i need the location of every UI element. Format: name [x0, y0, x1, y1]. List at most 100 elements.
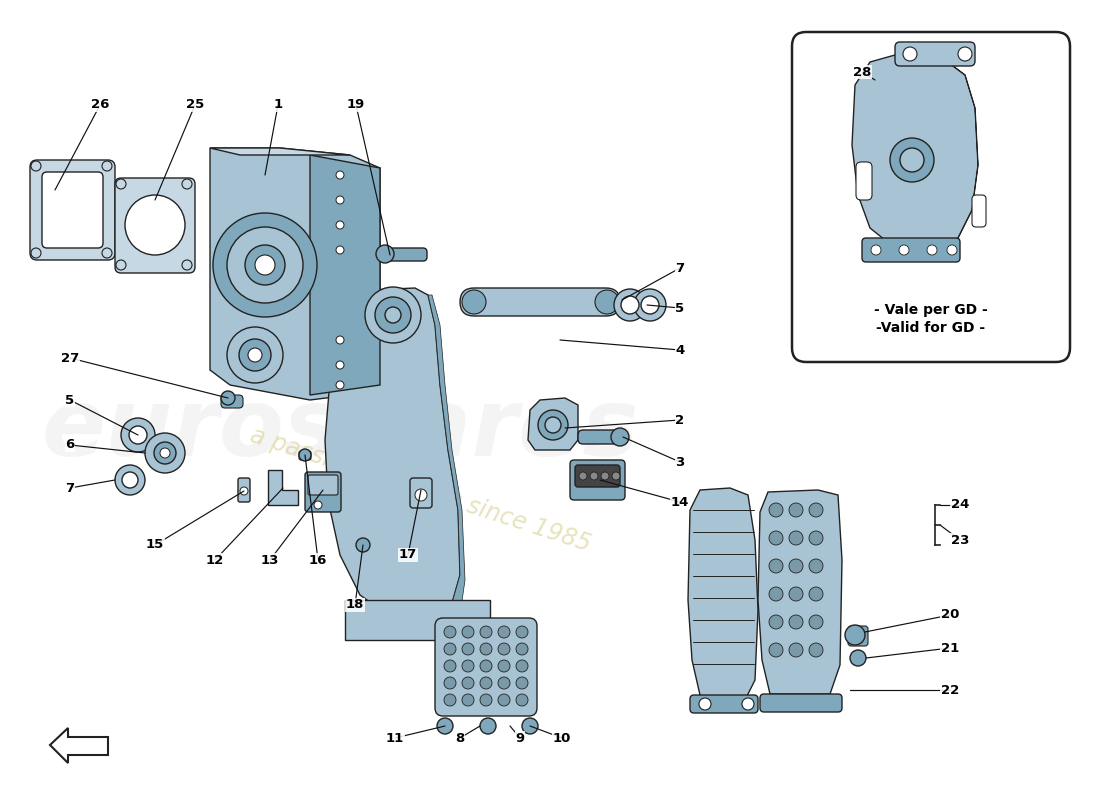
FancyBboxPatch shape: [690, 695, 758, 713]
Circle shape: [336, 336, 344, 344]
Polygon shape: [852, 55, 978, 252]
Circle shape: [437, 718, 453, 734]
Circle shape: [462, 643, 474, 655]
Text: 4: 4: [675, 343, 684, 357]
Circle shape: [116, 465, 145, 495]
Circle shape: [769, 503, 783, 517]
Polygon shape: [310, 155, 380, 395]
Circle shape: [116, 179, 127, 189]
Circle shape: [116, 260, 127, 270]
Circle shape: [31, 161, 41, 171]
Text: 2: 2: [675, 414, 684, 426]
Text: 9: 9: [516, 731, 525, 745]
Text: 17: 17: [399, 549, 417, 562]
FancyBboxPatch shape: [792, 32, 1070, 362]
Text: 20: 20: [940, 609, 959, 622]
Circle shape: [544, 417, 561, 433]
Circle shape: [227, 327, 283, 383]
Circle shape: [122, 472, 138, 488]
FancyBboxPatch shape: [299, 451, 311, 460]
Circle shape: [31, 248, 41, 258]
Circle shape: [808, 587, 823, 601]
Circle shape: [808, 559, 823, 573]
Circle shape: [444, 660, 456, 672]
Text: 27: 27: [60, 351, 79, 365]
Polygon shape: [268, 470, 298, 505]
Circle shape: [462, 694, 474, 706]
Polygon shape: [758, 490, 842, 694]
Text: 7: 7: [675, 262, 684, 274]
Circle shape: [789, 615, 803, 629]
Circle shape: [480, 694, 492, 706]
Text: 25: 25: [186, 98, 205, 111]
Circle shape: [227, 227, 302, 303]
Text: 18: 18: [345, 598, 364, 611]
Text: eurospares: eurospares: [42, 384, 639, 476]
Circle shape: [595, 290, 619, 314]
Text: 19: 19: [346, 98, 365, 111]
FancyBboxPatch shape: [116, 178, 195, 273]
Circle shape: [614, 289, 646, 321]
Circle shape: [845, 625, 865, 645]
Text: 14: 14: [671, 495, 690, 509]
Circle shape: [248, 348, 262, 362]
Circle shape: [498, 643, 510, 655]
Circle shape: [154, 442, 176, 464]
Circle shape: [336, 361, 344, 369]
Polygon shape: [324, 288, 460, 622]
FancyBboxPatch shape: [848, 626, 868, 646]
Text: -Valid for GD -: -Valid for GD -: [877, 321, 986, 335]
FancyBboxPatch shape: [578, 430, 623, 444]
Circle shape: [255, 255, 275, 275]
Circle shape: [742, 698, 754, 710]
FancyBboxPatch shape: [760, 694, 842, 712]
Circle shape: [125, 195, 185, 255]
Text: 7: 7: [65, 482, 75, 494]
Text: 24: 24: [950, 498, 969, 511]
Circle shape: [903, 47, 917, 61]
FancyBboxPatch shape: [30, 160, 116, 260]
Polygon shape: [345, 600, 490, 640]
Circle shape: [808, 503, 823, 517]
FancyBboxPatch shape: [862, 238, 960, 262]
Circle shape: [590, 472, 598, 480]
FancyBboxPatch shape: [895, 42, 975, 66]
Circle shape: [299, 449, 311, 461]
Circle shape: [145, 433, 185, 473]
Circle shape: [789, 559, 803, 573]
Circle shape: [336, 196, 344, 204]
Circle shape: [769, 559, 783, 573]
Polygon shape: [428, 295, 465, 622]
Circle shape: [245, 245, 285, 285]
Circle shape: [871, 245, 881, 255]
Circle shape: [444, 694, 456, 706]
Circle shape: [899, 245, 909, 255]
Circle shape: [121, 418, 155, 452]
Circle shape: [789, 587, 803, 601]
Circle shape: [947, 245, 957, 255]
Circle shape: [516, 643, 528, 655]
Circle shape: [336, 246, 344, 254]
Circle shape: [480, 626, 492, 638]
Text: 22: 22: [940, 683, 959, 697]
Circle shape: [900, 148, 924, 172]
Polygon shape: [50, 728, 108, 763]
Circle shape: [221, 391, 235, 405]
FancyBboxPatch shape: [434, 618, 537, 716]
Circle shape: [958, 47, 972, 61]
Text: 13: 13: [261, 554, 279, 566]
Circle shape: [516, 694, 528, 706]
Circle shape: [375, 297, 411, 333]
Text: 26: 26: [91, 98, 109, 111]
FancyBboxPatch shape: [385, 248, 427, 261]
Circle shape: [314, 501, 322, 509]
Circle shape: [769, 587, 783, 601]
Circle shape: [129, 426, 147, 444]
Polygon shape: [688, 488, 758, 705]
Circle shape: [498, 626, 510, 638]
Circle shape: [769, 531, 783, 545]
Circle shape: [480, 660, 492, 672]
Circle shape: [376, 245, 394, 263]
Circle shape: [385, 307, 402, 323]
Circle shape: [480, 643, 492, 655]
